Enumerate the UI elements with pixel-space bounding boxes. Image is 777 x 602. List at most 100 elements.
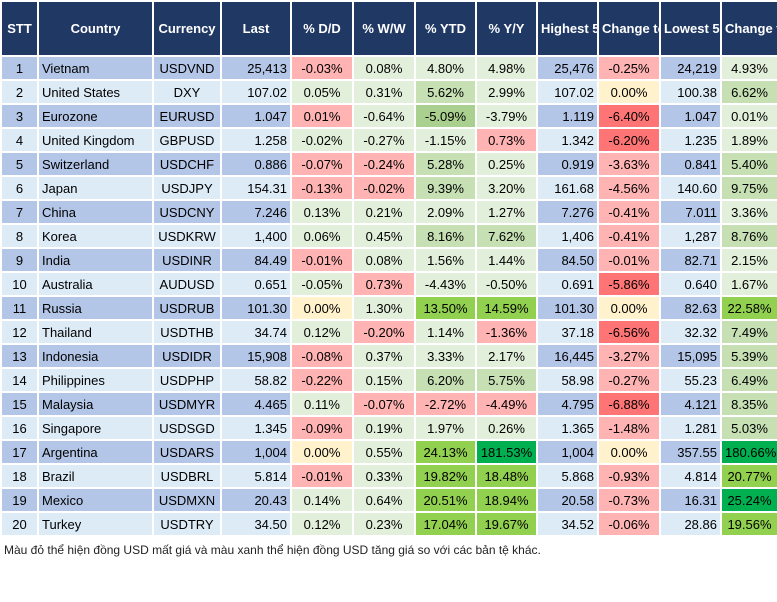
cell-yy: 0.26% <box>475 415 538 441</box>
cell-dd: -0.09% <box>290 415 354 441</box>
cell-dd: 0.13% <box>290 199 354 225</box>
cell-country: Korea <box>37 223 154 249</box>
cell-country: Vietnam <box>37 55 154 81</box>
cell-low: 357.55 <box>659 439 722 465</box>
header-last: Last <box>220 0 292 57</box>
cell-currency: USDJPY <box>152 175 222 201</box>
cell-h52: -6.20% <box>597 127 661 153</box>
cell-country: United States <box>37 79 154 105</box>
cell-yy: -4.49% <box>475 391 538 417</box>
cell-l52: 25.24% <box>720 487 777 513</box>
cell-l52: 6.49% <box>720 367 777 393</box>
cell-currency: USDMYR <box>152 391 222 417</box>
cell-stt: 20 <box>0 511 39 537</box>
cell-country: Turkey <box>37 511 154 537</box>
table-row: 14 Philippines USDPHP 58.82 -0.22% 0.15% 6.20%… <box>0 367 777 393</box>
cell-high: 84.50 <box>536 247 599 273</box>
cell-ww: -0.20% <box>352 319 416 345</box>
table-row: 4 United Kingdom GBPUSD 1.258 -0.02% -0.27% -1… <box>0 127 777 153</box>
header-l52: Change to L52W <box>720 0 777 57</box>
table-row: 8 Korea USDKRW 1,400 0.06% 0.45% 8.16% 7.62% 1,4… <box>0 223 777 249</box>
cell-last: 101.30 <box>220 295 292 321</box>
cell-stt: 12 <box>0 319 39 345</box>
cell-yy: 19.67% <box>475 511 538 537</box>
cell-last: 34.74 <box>220 319 292 345</box>
cell-l52: 8.76% <box>720 223 777 249</box>
cell-l52: 1.67% <box>720 271 777 297</box>
cell-yy: 7.62% <box>475 223 538 249</box>
cell-high: 4.795 <box>536 391 599 417</box>
cell-currency: USDKRW <box>152 223 222 249</box>
cell-ytd: 1.14% <box>414 319 477 345</box>
cell-dd: 0.00% <box>290 439 354 465</box>
cell-currency: USDTRY <box>152 511 222 537</box>
cell-h52: -3.63% <box>597 151 661 177</box>
cell-currency: USDMXN <box>152 487 222 513</box>
cell-ytd: 2.09% <box>414 199 477 225</box>
cell-ww: 0.21% <box>352 199 416 225</box>
cell-h52: -0.27% <box>597 367 661 393</box>
cell-ww: -0.27% <box>352 127 416 153</box>
cell-dd: -0.22% <box>290 367 354 393</box>
cell-h52: -0.01% <box>597 247 661 273</box>
cell-ww: -0.07% <box>352 391 416 417</box>
cell-h52: 0.00% <box>597 439 661 465</box>
cell-ytd: -1.15% <box>414 127 477 153</box>
cell-high: 25,476 <box>536 55 599 81</box>
cell-last: 84.49 <box>220 247 292 273</box>
cell-country: India <box>37 247 154 273</box>
cell-stt: 6 <box>0 175 39 201</box>
cell-country: Australia <box>37 271 154 297</box>
cell-stt: 8 <box>0 223 39 249</box>
cell-yy: 0.25% <box>475 151 538 177</box>
cell-country: Switzerland <box>37 151 154 177</box>
cell-high: 1.365 <box>536 415 599 441</box>
cell-low: 16.31 <box>659 487 722 513</box>
header-ww: % W/W <box>352 0 416 57</box>
table-row: 20 Turkey USDTRY 34.50 0.12% 0.23% 17.04% 19.67… <box>0 511 777 537</box>
cell-stt: 11 <box>0 295 39 321</box>
cell-last: 107.02 <box>220 79 292 105</box>
cell-yy: 14.59% <box>475 295 538 321</box>
cell-l52: 5.03% <box>720 415 777 441</box>
cell-low: 1.047 <box>659 103 722 129</box>
cell-high: 101.30 <box>536 295 599 321</box>
cell-l52: 4.93% <box>720 55 777 81</box>
table-row: 10 Australia AUDUSD 0.651 -0.05% 0.73% -4.43% -… <box>0 271 777 297</box>
cell-stt: 18 <box>0 463 39 489</box>
table-row: 18 Brazil USDBRL 5.814 -0.01% 0.33% 19.82% 18.4… <box>0 463 777 489</box>
cell-yy: 18.94% <box>475 487 538 513</box>
cell-dd: -0.05% <box>290 271 354 297</box>
cell-low: 82.63 <box>659 295 722 321</box>
cell-low: 4.121 <box>659 391 722 417</box>
cell-dd: 0.14% <box>290 487 354 513</box>
table-row: 19 Mexico USDMXN 20.43 0.14% 0.64% 20.51% 18.94… <box>0 487 777 513</box>
cell-dd: -0.13% <box>290 175 354 201</box>
cell-dd: -0.03% <box>290 55 354 81</box>
cell-l52: 3.36% <box>720 199 777 225</box>
cell-low: 28.86 <box>659 511 722 537</box>
header-country: Country <box>37 0 154 57</box>
cell-ww: 0.15% <box>352 367 416 393</box>
header-low: Lowest 52W <box>659 0 722 57</box>
cell-currency: DXY <box>152 79 222 105</box>
cell-h52: -0.41% <box>597 223 661 249</box>
cell-ytd: 3.33% <box>414 343 477 369</box>
cell-ytd: 1.97% <box>414 415 477 441</box>
cell-ytd: -5.09% <box>414 103 477 129</box>
cell-currency: USDCHF <box>152 151 222 177</box>
cell-stt: 13 <box>0 343 39 369</box>
cell-h52: -0.93% <box>597 463 661 489</box>
cell-high: 107.02 <box>536 79 599 105</box>
cell-dd: 0.12% <box>290 319 354 345</box>
cell-h52: 0.00% <box>597 295 661 321</box>
cell-last: 1,004 <box>220 439 292 465</box>
cell-h52: -6.88% <box>597 391 661 417</box>
cell-country: Singapore <box>37 415 154 441</box>
cell-ytd: -2.72% <box>414 391 477 417</box>
cell-country: Russia <box>37 295 154 321</box>
cell-stt: 16 <box>0 415 39 441</box>
cell-l52: 5.40% <box>720 151 777 177</box>
cell-l52: 19.56% <box>720 511 777 537</box>
cell-ww: 0.08% <box>352 247 416 273</box>
